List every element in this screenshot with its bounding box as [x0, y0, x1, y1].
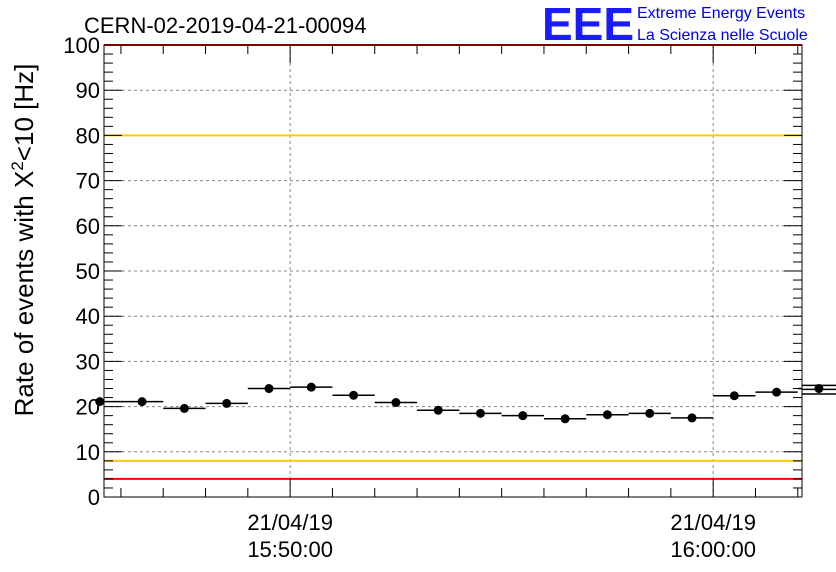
data-point	[602, 410, 612, 420]
data-points	[95, 382, 836, 424]
data-point	[349, 390, 359, 400]
y-tick-label: 40	[76, 304, 100, 329]
data-point	[306, 382, 316, 392]
data-point	[518, 411, 528, 421]
data-point	[222, 398, 232, 408]
data-point	[179, 403, 189, 413]
data-point	[814, 384, 824, 394]
y-tick-label: 50	[76, 259, 100, 284]
data-point	[475, 408, 485, 418]
x-tick-time: 15:50:00	[247, 537, 333, 562]
x-tick-date: 21/04/19	[670, 510, 756, 535]
data-point	[772, 387, 782, 397]
axis-ticks	[104, 44, 802, 498]
data-point	[560, 414, 570, 424]
y-tick-label: 0	[88, 485, 100, 510]
y-tick-label: 80	[76, 123, 100, 148]
data-point	[687, 413, 697, 423]
run-title: CERN-02-2019-04-21-00094	[84, 13, 367, 38]
data-point	[391, 398, 401, 408]
y-tick-label: 90	[76, 78, 100, 103]
data-point	[645, 408, 655, 418]
y-tick-label: 70	[76, 169, 100, 194]
y-axis-label: Rate of events with X2<10 [Hz]	[8, 64, 39, 417]
y-tick-label: 30	[76, 349, 100, 374]
logo-line2: La Scienza nelle Scuole	[637, 27, 808, 44]
grid-layer	[104, 45, 802, 497]
x-tick-date: 21/04/19	[247, 510, 333, 535]
eee-logo: EEE Extreme Energy Events La Scienza nel…	[542, 0, 808, 50]
data-point	[433, 405, 443, 415]
logo-line1: Extreme Energy Events	[637, 5, 805, 22]
y-tick-label: 10	[76, 440, 100, 465]
data-point	[95, 397, 105, 407]
y-tick-label: 100	[63, 33, 100, 58]
data-point	[137, 397, 147, 407]
x-tick-time: 16:00:00	[670, 537, 756, 562]
y-tick-label: 20	[76, 395, 100, 420]
data-point	[729, 391, 739, 401]
logo-mark: EEE	[542, 0, 634, 50]
limit-lines	[104, 44, 802, 480]
data-point	[264, 384, 274, 394]
y-tick-label: 60	[76, 214, 100, 239]
axis-labels: 010203040506070809010021/04/1915:50:0021…	[63, 33, 756, 562]
